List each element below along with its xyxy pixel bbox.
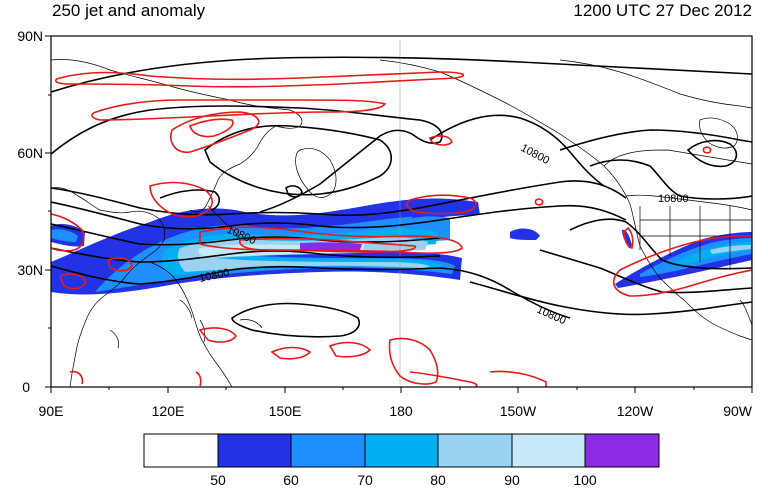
colorbar-box — [584, 433, 660, 468]
lat-label-60n: 60N — [17, 145, 43, 161]
colorbar-box — [290, 433, 366, 468]
jet-fill-60-west — [51, 229, 78, 242]
map-title: 250 jet and anomaly — [52, 1, 206, 20]
lat-label-0: 0 — [22, 379, 30, 395]
lon-labels: 90E 120E 150E 180 150W 120W 90W — [39, 403, 753, 419]
jet-fill-80-us — [710, 245, 752, 254]
colorbar-box — [511, 433, 586, 468]
contour-label: 10800 — [658, 193, 689, 205]
jet-fill-100 — [300, 242, 362, 250]
anomaly-contours — [51, 71, 752, 387]
colorbar-box — [143, 433, 219, 468]
lon-label-90w: 90W — [723, 403, 753, 419]
colorbar: 50 60 70 80 90 100 — [143, 433, 660, 488]
lon-label-150e: 150E — [269, 403, 302, 419]
colorbar-label: 60 — [283, 472, 299, 488]
lat-labels: 90N 60N 30N 0 — [17, 28, 43, 395]
lon-label-120w: 120W — [617, 403, 654, 419]
colorbar-label: 50 — [210, 472, 226, 488]
colorbar-box — [364, 433, 439, 468]
lon-label-120e: 120E — [152, 403, 185, 419]
lon-label-180: 180 — [389, 403, 413, 419]
lon-label-150w: 150W — [500, 403, 537, 419]
colorbar-label: 70 — [357, 472, 373, 488]
colorbar-label: 100 — [573, 472, 597, 488]
lon-label-90e: 90E — [39, 403, 64, 419]
colorbar-box — [437, 433, 513, 468]
colorbar-box — [217, 433, 292, 468]
tick-marks — [45, 35, 753, 393]
jet-shading-pacific — [51, 198, 540, 295]
lat-label-90n: 90N — [17, 28, 43, 44]
colorbar-label: 80 — [430, 472, 446, 488]
jet-shading-america — [615, 229, 752, 288]
contour-label: 10800 — [519, 142, 552, 167]
lat-label-30n: 30N — [17, 262, 43, 278]
colorbar-label: 90 — [504, 472, 520, 488]
jet-fill-50-small — [510, 228, 540, 240]
jet-fill-50-dateline — [410, 204, 470, 218]
valid-time: 1200 UTC 27 Dec 2012 — [573, 1, 752, 20]
height-contours — [51, 56, 752, 338]
